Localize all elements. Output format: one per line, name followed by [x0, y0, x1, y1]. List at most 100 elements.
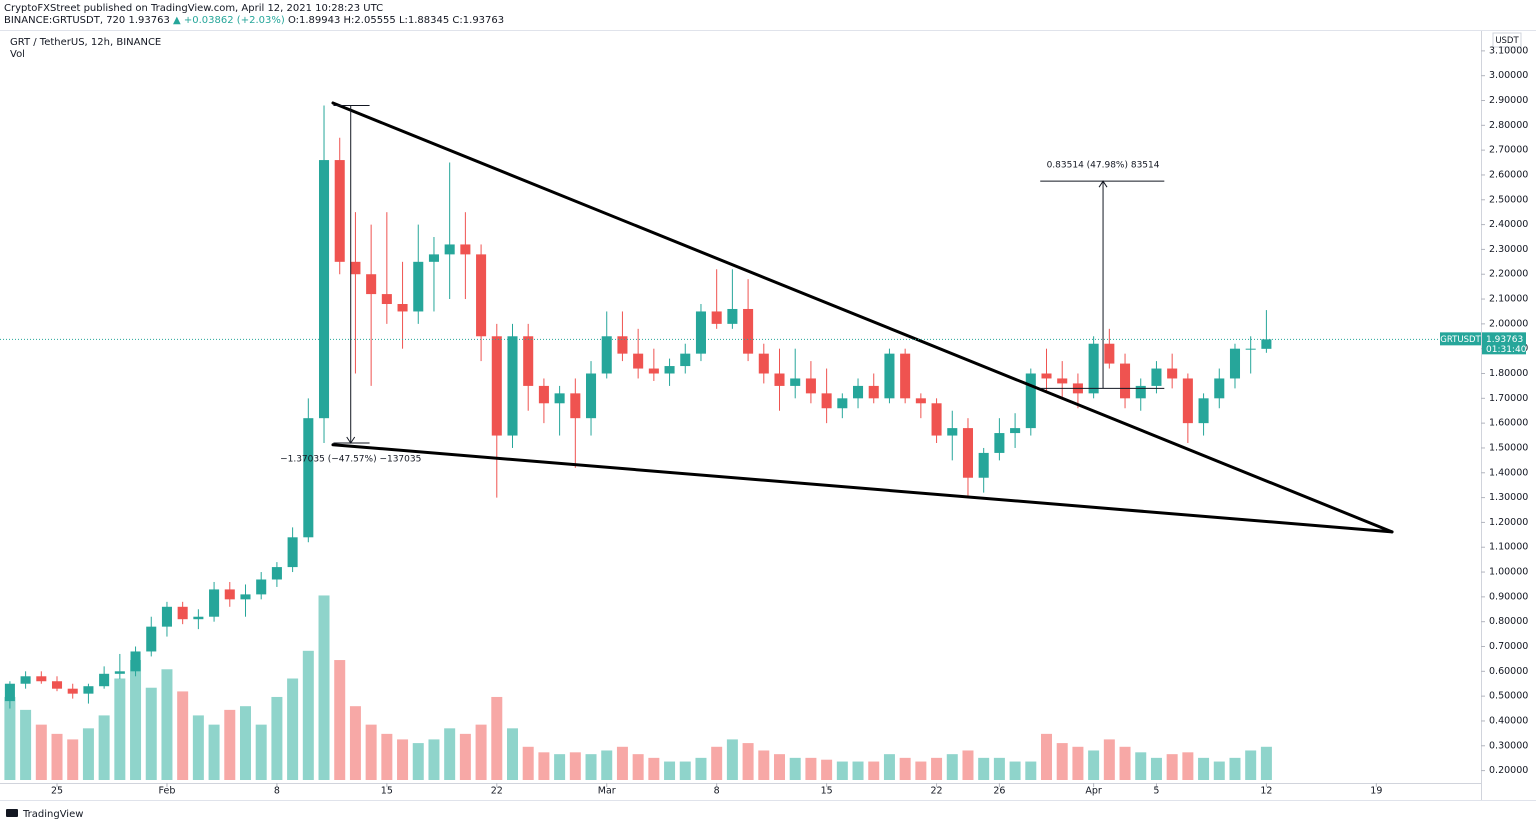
candle-body: [837, 398, 848, 409]
chart-title: GRT / TetherUS, 12h, BINANCE: [10, 37, 161, 48]
y-tick-label: 0.60000: [1489, 666, 1528, 677]
volume-bar: [852, 761, 864, 780]
candle-body: [743, 308, 754, 354]
candle-body: [397, 304, 408, 312]
candle-body: [177, 606, 188, 620]
candle-body: [680, 353, 691, 367]
y-tick-label: 0.70000: [1489, 641, 1528, 652]
y-tick-label: 0.50000: [1489, 691, 1528, 702]
candle-body: [67, 688, 78, 694]
y-tick-label: 0.20000: [1489, 765, 1528, 776]
candle-body: [758, 353, 769, 374]
candle-body: [83, 686, 94, 694]
volume-bar: [349, 706, 361, 780]
candle-body: [1214, 378, 1225, 399]
y-tick-label: 1.60000: [1489, 418, 1528, 429]
candle-body: [1025, 373, 1036, 429]
volume-bar: [821, 759, 833, 780]
y-tick-label: 2.30000: [1489, 244, 1528, 255]
candle-body: [287, 537, 298, 568]
volume-bar: [192, 715, 204, 780]
candle-body: [303, 418, 314, 538]
volume-bar: [98, 715, 110, 780]
symbol: BINANCE:GRTUSDT, 720: [4, 15, 125, 26]
candle-body: [711, 311, 722, 324]
volume-bar: [475, 724, 487, 780]
volume-bar: [1088, 750, 1100, 780]
currency-box: [1492, 32, 1522, 48]
y-tick-label: 2.20000: [1489, 269, 1528, 280]
candle-body: [805, 378, 816, 394]
candle-body: [1120, 363, 1131, 399]
candle-body: [664, 366, 675, 374]
y-tick-label: 3.00000: [1489, 70, 1528, 81]
candle-body: [586, 373, 597, 419]
price-tag: 1.93763: [1486, 335, 1523, 345]
x-tick-label: 26: [993, 786, 1005, 797]
candle-body: [20, 676, 31, 684]
volume-bar: [805, 757, 817, 780]
volume-bar: [506, 728, 518, 780]
candle-body: [130, 651, 141, 672]
change: ▲ +0.03862 (+2.03%): [173, 15, 285, 26]
volume-bar: [695, 757, 707, 780]
symbol-line: BINANCE:GRTUSDT, 720 1.93763 ▲ +0.03862 …: [4, 15, 504, 26]
volume-bar: [789, 757, 801, 780]
volume-bar: [648, 757, 660, 780]
candle-body: [51, 681, 63, 689]
logo: [6, 809, 18, 817]
volume-bar: [946, 754, 958, 780]
y-tick-label: 1.20000: [1489, 517, 1528, 528]
candle-body: [256, 579, 267, 595]
symbol-tag: GRTUSDT: [1440, 335, 1481, 345]
y-tick-label: 1.00000: [1489, 567, 1528, 578]
volume-bar: [67, 739, 79, 780]
volume-pane: [4, 595, 1272, 780]
candle-body: [334, 160, 345, 262]
x-tick-label: 8: [274, 786, 280, 797]
volume-bar: [255, 724, 267, 780]
x-tick-label: Apr: [1085, 786, 1102, 797]
y-tick-label: 2.70000: [1489, 145, 1528, 156]
candle-body: [1245, 348, 1256, 350]
volume-bar: [1229, 757, 1241, 780]
candle-body: [1182, 378, 1193, 424]
y-tick-label: 2.80000: [1489, 120, 1528, 131]
volume-bar: [20, 709, 32, 780]
volume-bar: [177, 691, 189, 780]
volume-bar: [899, 757, 911, 780]
countdown: 01:31:40: [1486, 345, 1527, 355]
y-tick-label: 2.50000: [1489, 194, 1528, 205]
y-tick-label: 1.10000: [1489, 542, 1528, 553]
candle-body: [695, 311, 706, 354]
x-tick-label: 5: [1153, 786, 1159, 797]
volume-bar: [114, 678, 126, 780]
volume-bar: [679, 761, 691, 780]
measure-label: 0.83514 (47.98%) 83514: [1047, 161, 1160, 171]
x-tick-label: 15: [381, 786, 393, 797]
volume-bar: [758, 750, 770, 780]
candle-body: [1041, 373, 1052, 379]
y-tick-label: 0.30000: [1489, 740, 1528, 751]
x-tick-label: 19: [1370, 786, 1382, 797]
volume-bar: [883, 754, 895, 780]
volume-bar: [915, 761, 927, 780]
candle-body: [821, 393, 832, 409]
candle-body: [790, 378, 801, 386]
candle-body: [947, 428, 958, 436]
ohlc: O:1.89943 H:2.05555 L:1.88345 C:1.93763: [288, 15, 504, 26]
candle-body: [476, 254, 487, 337]
volume-bar: [664, 761, 676, 780]
volume-bar: [239, 706, 251, 780]
arrow-head: [1098, 180, 1108, 188]
volume-bar: [711, 746, 723, 780]
volume-bar: [459, 733, 471, 780]
volume-bar: [601, 750, 613, 780]
candle-body: [1057, 378, 1068, 384]
candles: [4, 105, 1272, 709]
candle-body: [1104, 343, 1115, 364]
candle-body: [868, 385, 879, 399]
volume-bar: [1150, 757, 1162, 780]
